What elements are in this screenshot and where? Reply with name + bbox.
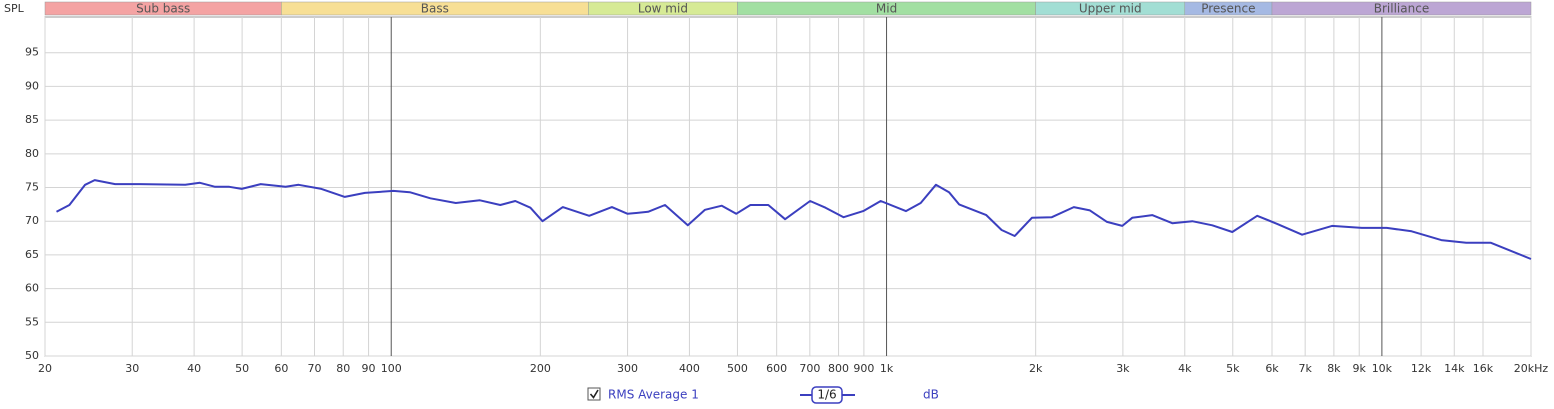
y-tick-label: 90	[25, 79, 39, 92]
y-tick-label: 55	[25, 315, 39, 328]
x-tick-label: 16k	[1473, 362, 1494, 375]
x-tick-label: 9k	[1353, 362, 1367, 375]
band-label: Brilliance	[1374, 2, 1429, 16]
x-tick-label: 900	[853, 362, 874, 375]
x-tick-label: 5k	[1226, 362, 1240, 375]
x-tick-label: 14k	[1444, 362, 1465, 375]
x-tick-label: 1k	[880, 362, 894, 375]
legend-check	[589, 389, 599, 399]
x-tick-label: 3k	[1116, 362, 1130, 375]
y-tick-label: 85	[25, 113, 39, 126]
x-tick-label: 6k	[1265, 362, 1279, 375]
band-label: Upper mid	[1079, 2, 1142, 16]
smoothing-box[interactable]	[811, 386, 843, 404]
x-tick-label: 12k	[1411, 362, 1432, 375]
y-tick-label: 80	[25, 147, 39, 160]
x-tick-label: 80	[336, 362, 350, 375]
y-axis-label: SPL	[4, 2, 25, 15]
x-tick-label: 500	[727, 362, 748, 375]
x-tick-label: 8k	[1327, 362, 1341, 375]
x-tick-label: 20kHz	[1514, 362, 1549, 375]
band-label: Low mid	[638, 2, 688, 16]
x-tick-label: 40	[187, 362, 201, 375]
x-tick-label: 200	[530, 362, 551, 375]
band-label: Sub bass	[136, 2, 190, 16]
x-tick-label: 2k	[1029, 362, 1043, 375]
band-label: Presence	[1201, 2, 1255, 16]
y-tick-label: 65	[25, 248, 39, 261]
x-tick-label: 100	[381, 362, 402, 375]
band	[1271, 1, 1532, 16]
x-tick-label: 300	[617, 362, 638, 375]
x-tick-label: 90	[362, 362, 376, 375]
x-tick-label: 7k	[1298, 362, 1312, 375]
x-tick-label: 600	[766, 362, 787, 375]
x-tick-label: 700	[799, 362, 820, 375]
y-tick-label: 95	[25, 46, 39, 59]
smoothing-label[interactable]: 1/6	[817, 388, 836, 402]
band-label: Mid	[876, 2, 897, 16]
x-tick-label: 70	[307, 362, 321, 375]
y-tick-label: 70	[25, 214, 39, 227]
x-tick-label: 400	[679, 362, 700, 375]
x-tick-label: 30	[125, 362, 139, 375]
series-line	[56, 179, 1532, 260]
x-tick-label: 20	[38, 362, 52, 375]
x-tick-label: 4k	[1178, 362, 1192, 375]
y-tick-label: 75	[25, 181, 39, 194]
plot-area	[44, 16, 1532, 357]
band-label: Bass	[421, 2, 449, 16]
unit-label: dB	[923, 388, 939, 402]
y-tick-label: 60	[25, 282, 39, 295]
x-tick-label: 10k	[1372, 362, 1393, 375]
x-tick-label: 800	[828, 362, 849, 375]
x-tick-label: 50	[235, 362, 249, 375]
x-tick-label: 60	[274, 362, 288, 375]
y-tick-label: 50	[25, 349, 39, 362]
legend-label[interactable]: RMS Average 1	[608, 388, 699, 402]
